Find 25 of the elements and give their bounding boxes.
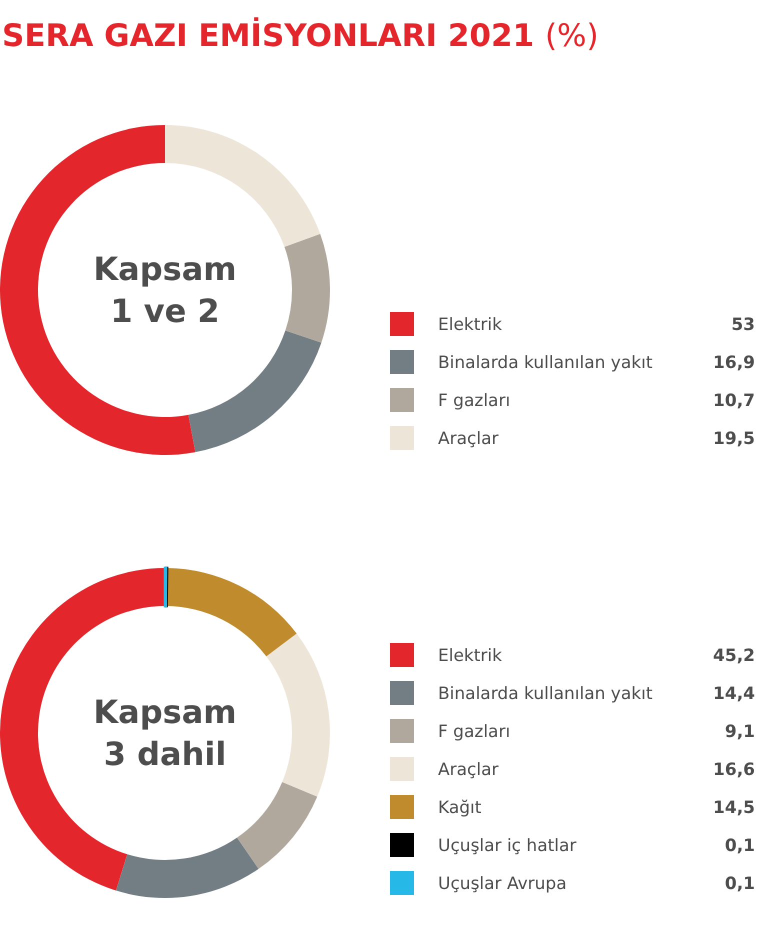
- data-label: 19,5: [713, 429, 755, 449]
- legend-label: Araçlar: [438, 429, 499, 449]
- legend-label: Binalarda kullanılan yakıt: [438, 684, 653, 704]
- legend-label: Elektrik: [438, 646, 502, 666]
- data-label: 14,5: [713, 798, 755, 818]
- data-label: 0,1: [724, 836, 755, 856]
- legend-label: Kağıt: [438, 798, 482, 818]
- data-label: 14,4: [713, 684, 756, 704]
- legend-label: Elektrik: [438, 315, 502, 335]
- data-label: 53: [731, 315, 755, 335]
- data-label: 0,1: [724, 874, 755, 894]
- legend-label: Uçuşlar Avrupa: [438, 874, 567, 894]
- legend-label: Binalarda kullanılan yakıt: [438, 353, 653, 373]
- data-label: 16,6: [713, 760, 755, 780]
- legend-label: Araçlar: [438, 760, 499, 780]
- legend-label: F gazları: [438, 722, 510, 742]
- text: Kapsam 1 ve 2: [93, 250, 237, 330]
- legend-label: F gazları: [438, 391, 510, 411]
- data-label: 16,9: [713, 353, 755, 373]
- data-label: 45,2: [713, 646, 755, 666]
- text: Kapsam 3 dahil: [93, 693, 237, 773]
- data-label: 10,7: [713, 391, 755, 411]
- data-label: 9,1: [724, 722, 755, 742]
- chart-title: SERA GAZI EMİSYONLARI 2021 (%): [2, 17, 599, 54]
- legend-label: Uçuşlar iç hatlar: [438, 836, 576, 856]
